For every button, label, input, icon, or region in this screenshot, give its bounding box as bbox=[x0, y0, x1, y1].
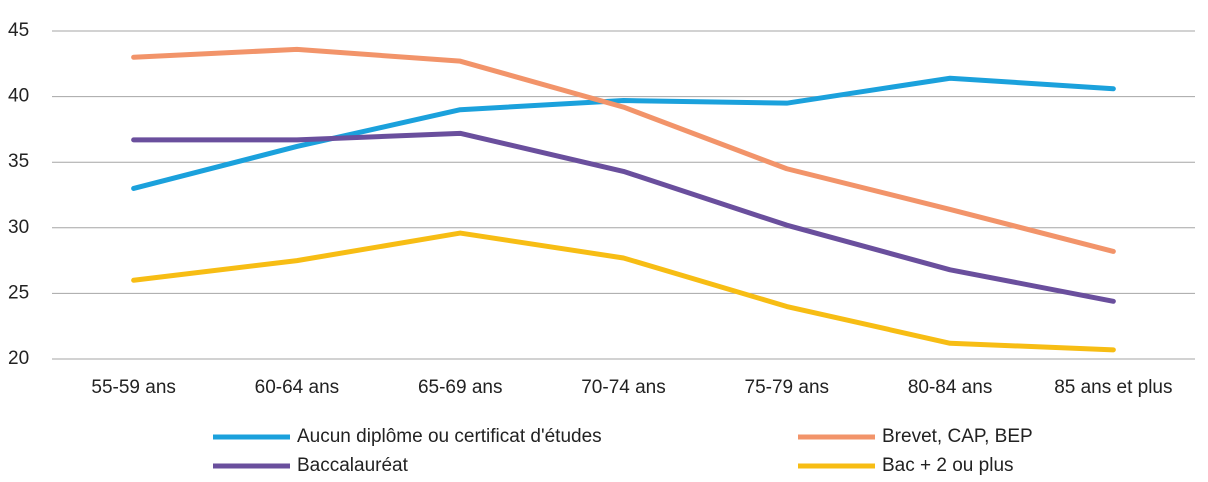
legend-label: Brevet, CAP, BEP bbox=[882, 426, 1033, 447]
y-tick-label: 35 bbox=[8, 151, 29, 172]
series-line bbox=[131, 75, 1116, 191]
series-line bbox=[131, 46, 1116, 254]
x-tick-label: 85 ans et plus bbox=[1054, 377, 1172, 398]
x-tick-label: 75-79 ans bbox=[745, 377, 830, 398]
series-line bbox=[131, 230, 1116, 353]
series-line bbox=[131, 130, 1116, 304]
legend-label: Aucun diplôme ou certificat d'études bbox=[297, 426, 602, 447]
y-tick-label: 25 bbox=[8, 282, 29, 303]
y-tick-label: 40 bbox=[8, 86, 29, 107]
y-tick-label: 45 bbox=[8, 20, 29, 41]
x-tick-label: 70-74 ans bbox=[581, 377, 666, 398]
legend-label: Baccalauréat bbox=[297, 455, 409, 476]
x-tick-label: 65-69 ans bbox=[418, 377, 503, 398]
x-tick-label: 55-59 ans bbox=[91, 377, 176, 398]
y-tick-label: 20 bbox=[8, 348, 29, 369]
legend-label: Bac + 2 ou plus bbox=[882, 455, 1014, 476]
x-tick-label: 60-64 ans bbox=[255, 377, 340, 398]
y-tick-label: 30 bbox=[8, 217, 29, 238]
x-tick-label: 80-84 ans bbox=[908, 377, 993, 398]
